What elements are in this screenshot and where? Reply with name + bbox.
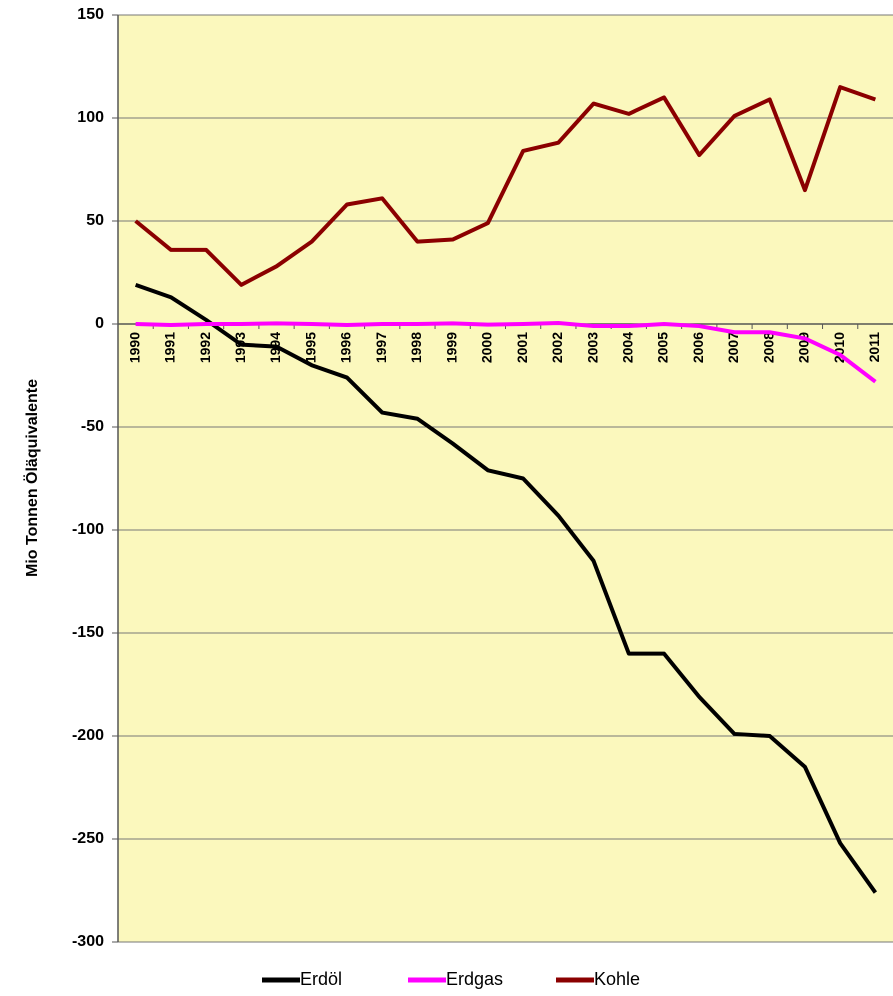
x-tick-label: 2004 (619, 332, 635, 363)
x-tick-label: 2008 (760, 332, 776, 363)
x-tick-label: 2011 (866, 332, 882, 363)
x-tick-label: 1997 (373, 332, 389, 363)
legend-label: Erdöl (300, 969, 342, 989)
x-tick-label: 1991 (162, 332, 178, 363)
x-tick-label: 2001 (514, 332, 530, 363)
y-axis-title: Mio Tonnen Öläquivalente (22, 379, 41, 577)
x-tick-label: 1995 (302, 332, 318, 363)
x-tick-label: 2002 (549, 332, 565, 363)
line-series (135, 320, 877, 384)
y-tick-label: 0 (95, 315, 104, 332)
x-tick-label: 2006 (690, 332, 706, 363)
x-tick-label: 1992 (197, 332, 213, 363)
x-tick-label: 2005 (655, 332, 671, 363)
y-tick-label: 50 (86, 212, 104, 229)
legend-label: Kohle (594, 969, 640, 989)
x-tick-label: 1999 (443, 332, 459, 363)
y-tick-label: 100 (77, 109, 104, 126)
y-tick-label: -300 (72, 933, 104, 950)
x-tick-label: 1993 (232, 332, 248, 363)
plot-area (118, 15, 893, 942)
line-series (134, 282, 878, 894)
y-tick-label: 150 (77, 6, 104, 23)
x-tick-label: 2007 (725, 332, 741, 363)
y-tick-label: -200 (72, 727, 104, 744)
line-series (134, 85, 877, 287)
y-tick-label: -50 (81, 418, 104, 435)
x-tick-label: 1990 (126, 332, 142, 363)
x-tick-label: 1996 (338, 332, 354, 363)
y-tick-label: -100 (72, 521, 104, 538)
legend-label: Erdgas (446, 969, 503, 989)
y-tick-label: -150 (72, 624, 104, 641)
y-tick-label: -250 (72, 830, 104, 847)
x-tick-label: 2003 (584, 332, 600, 363)
x-tick-label: 2000 (479, 332, 495, 363)
x-tick-label: 1998 (408, 332, 424, 363)
